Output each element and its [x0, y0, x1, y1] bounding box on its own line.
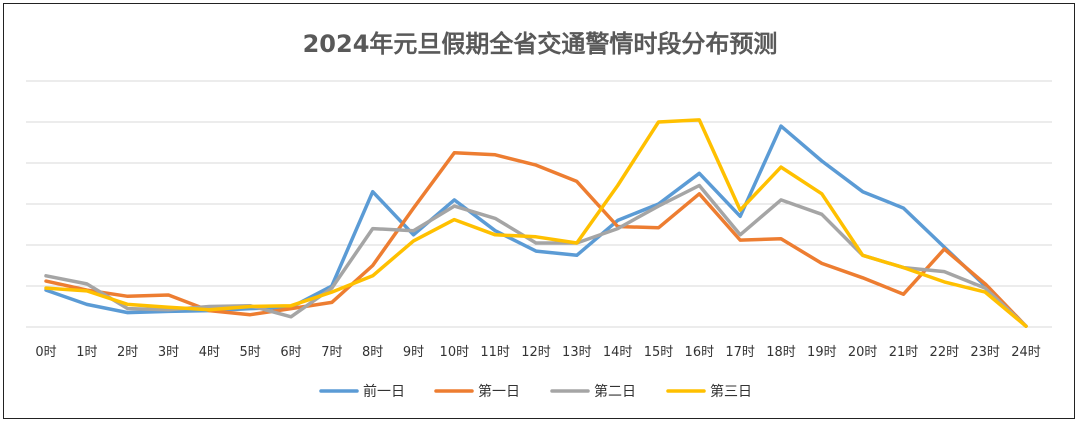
x-tick-label: 6时 [280, 345, 301, 360]
series-line [44, 151, 1028, 328]
x-tick-label: 14时 [603, 345, 633, 360]
series-lines [44, 118, 1028, 328]
x-tick-label: 11时 [480, 345, 510, 360]
x-tick-label: 1时 [76, 345, 97, 360]
x-tick-label: 8时 [362, 345, 383, 360]
legend-label: 第一日 [478, 383, 520, 400]
legend-label: 第三日 [710, 383, 752, 400]
x-tick-label: 24时 [1011, 345, 1041, 360]
x-tick-label: 9时 [403, 345, 424, 360]
x-tick-label: 5时 [240, 345, 261, 360]
x-tick-label: 19时 [807, 345, 837, 360]
x-tick-label: 13时 [562, 345, 592, 360]
x-tick-label: 23时 [970, 345, 1000, 360]
legend-label: 前一日 [363, 383, 405, 400]
x-tick-label: 7时 [321, 345, 342, 360]
series-line [44, 118, 1028, 328]
x-tick-label: 2时 [117, 345, 138, 360]
chart-frame: 2024年元旦假期全省交通警情时段分布预测 0时 1时 2时 3时 4时 5时 6时 7时 8时… [3, 3, 1075, 419]
x-tick-label: 10时 [440, 345, 470, 360]
x-tick-label: 20时 [848, 345, 878, 360]
x-tick-label: 17时 [725, 345, 755, 360]
x-tick-label: 0时 [35, 345, 56, 360]
x-tick-label: 21时 [889, 345, 919, 360]
x-axis-ticks: 0时 1时 2时 3时 4时 5时 6时 7时 8时 9时 10时 11时 12时 13时 14时 15时 16… [35, 345, 1040, 360]
x-tick-label: 16时 [685, 345, 715, 360]
x-tick-label: 3时 [158, 345, 179, 360]
x-tick-label: 12时 [521, 345, 551, 360]
legend: 前一日 第一日 第二日 第三日 [319, 383, 752, 400]
series-line [44, 124, 1028, 328]
grid-lines [26, 80, 1052, 328]
line-chart: 2024年元旦假期全省交通警情时段分布预测 0时 1时 2时 3时 4时 5时 6时 7时 8时… [26, 30, 1052, 400]
legend-label: 第二日 [594, 383, 636, 400]
x-tick-label: 18时 [766, 345, 796, 360]
x-tick-label: 22时 [930, 345, 960, 360]
x-tick-label: 15时 [644, 345, 674, 360]
chart-title: 2024年元旦假期全省交通警情时段分布预测 [303, 30, 778, 58]
x-tick-label: 4时 [199, 345, 220, 360]
